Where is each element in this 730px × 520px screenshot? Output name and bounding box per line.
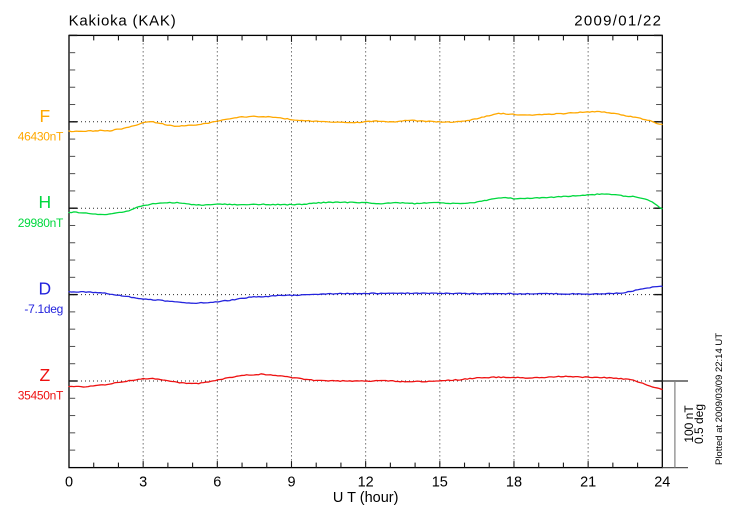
svg-text:U T (hour): U T (hour) (333, 490, 399, 506)
svg-text:21: 21 (580, 474, 596, 490)
svg-text:Kakioka (KAK): Kakioka (KAK) (69, 12, 177, 29)
svg-text:35450nT: 35450nT (18, 389, 64, 403)
svg-text:12: 12 (358, 474, 374, 490)
svg-text:0: 0 (65, 474, 73, 490)
svg-text:2009/01/22: 2009/01/22 (574, 12, 662, 29)
svg-text:24: 24 (654, 474, 670, 490)
svg-text:6: 6 (213, 474, 221, 490)
svg-text:100 nT: 100 nT (682, 405, 696, 443)
svg-text:F: F (39, 106, 50, 126)
svg-text:18: 18 (506, 474, 522, 490)
svg-text:Plotted at 2009/03/09 22:14 UT: Plotted at 2009/03/09 22:14 UT (714, 333, 725, 465)
svg-text:46430nT: 46430nT (18, 129, 64, 143)
svg-text:-7.1deg: -7.1deg (24, 302, 63, 316)
svg-text:H: H (38, 192, 51, 212)
svg-text:Z: Z (39, 365, 50, 385)
svg-text:3: 3 (139, 474, 147, 490)
svg-text:29980nT: 29980nT (18, 216, 64, 230)
svg-text:9: 9 (287, 474, 295, 490)
svg-text:0.5 deg: 0.5 deg (692, 404, 706, 444)
svg-text:15: 15 (432, 474, 448, 490)
svg-text:D: D (38, 279, 51, 299)
